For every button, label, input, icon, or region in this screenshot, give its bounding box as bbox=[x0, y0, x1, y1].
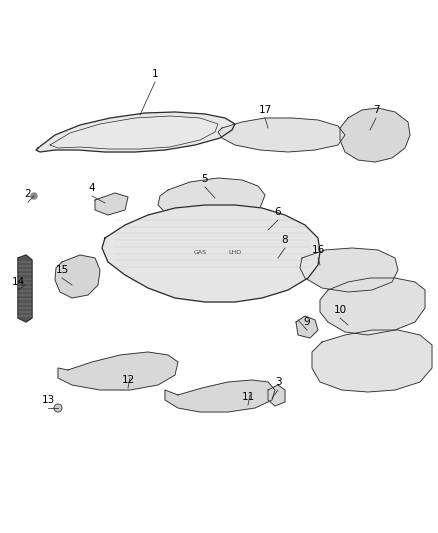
Text: 12: 12 bbox=[121, 375, 134, 385]
Text: GAS: GAS bbox=[194, 249, 206, 254]
Polygon shape bbox=[296, 316, 318, 338]
Text: 13: 13 bbox=[41, 395, 55, 405]
Polygon shape bbox=[312, 330, 432, 392]
Circle shape bbox=[31, 193, 37, 199]
Circle shape bbox=[54, 404, 62, 412]
Text: 4: 4 bbox=[88, 183, 95, 193]
Polygon shape bbox=[218, 118, 345, 152]
Polygon shape bbox=[158, 178, 265, 220]
Text: 1: 1 bbox=[152, 69, 158, 79]
Text: 17: 17 bbox=[258, 105, 272, 115]
Text: 16: 16 bbox=[311, 245, 325, 255]
Text: 8: 8 bbox=[282, 235, 288, 245]
Text: 10: 10 bbox=[333, 305, 346, 315]
Text: 11: 11 bbox=[241, 392, 254, 402]
Polygon shape bbox=[58, 352, 178, 390]
Polygon shape bbox=[36, 112, 235, 152]
Polygon shape bbox=[55, 255, 100, 298]
Text: 7: 7 bbox=[373, 105, 379, 115]
Text: 5: 5 bbox=[201, 174, 208, 184]
Text: 9: 9 bbox=[304, 317, 310, 327]
Polygon shape bbox=[18, 255, 32, 322]
Polygon shape bbox=[340, 108, 410, 162]
Text: 6: 6 bbox=[275, 207, 281, 217]
Polygon shape bbox=[102, 205, 320, 302]
Text: LHD: LHD bbox=[229, 249, 242, 254]
Text: 15: 15 bbox=[55, 265, 69, 275]
Text: 14: 14 bbox=[11, 277, 25, 287]
Polygon shape bbox=[320, 278, 425, 335]
Polygon shape bbox=[258, 224, 278, 242]
Polygon shape bbox=[165, 380, 275, 412]
Polygon shape bbox=[268, 385, 285, 406]
Polygon shape bbox=[300, 248, 398, 292]
Text: 3: 3 bbox=[275, 377, 281, 387]
Polygon shape bbox=[95, 193, 128, 215]
Text: 2: 2 bbox=[25, 189, 31, 199]
Polygon shape bbox=[265, 242, 292, 264]
